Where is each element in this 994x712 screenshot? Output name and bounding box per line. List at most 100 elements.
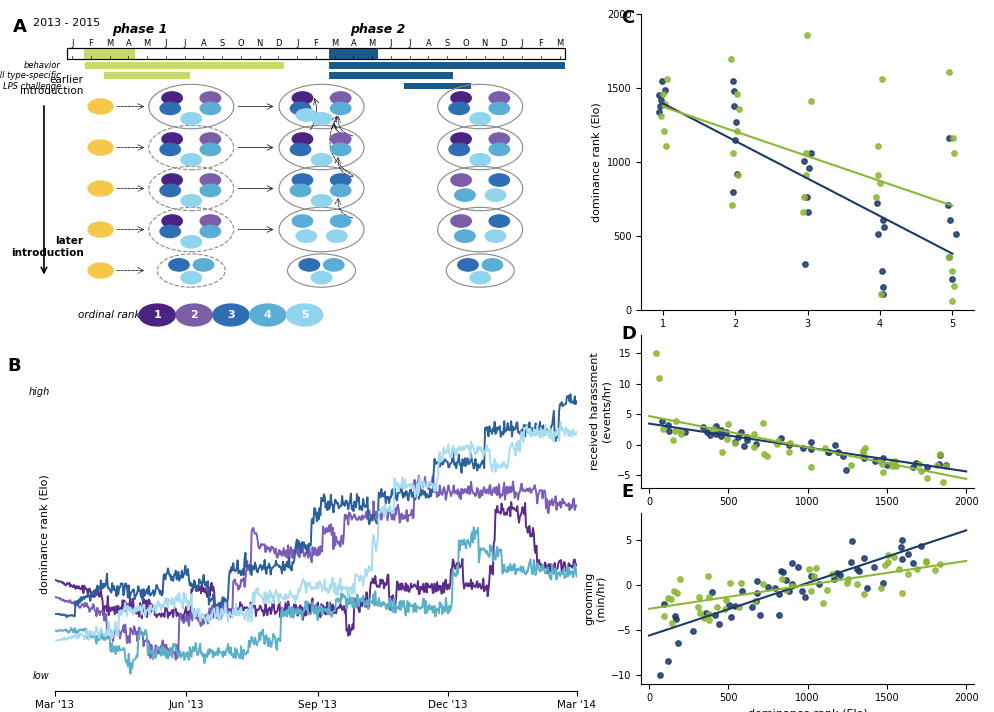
Point — [659, 73, 675, 85]
Point — [656, 598, 672, 609]
Point — [729, 168, 745, 179]
Point — [827, 439, 843, 451]
Point — [943, 266, 959, 277]
Circle shape — [213, 304, 249, 326]
Point — [931, 459, 947, 470]
Point — [802, 444, 818, 455]
Point — [658, 140, 674, 152]
Point — [888, 461, 904, 472]
Point — [808, 562, 824, 573]
Point — [717, 603, 733, 614]
Point — [690, 602, 706, 613]
Point — [932, 450, 948, 461]
Point — [773, 574, 789, 585]
Point — [941, 66, 957, 78]
Point — [912, 540, 928, 552]
Point — [800, 206, 816, 218]
Point — [733, 426, 748, 437]
Circle shape — [292, 92, 313, 104]
Point — [727, 600, 743, 611]
Point — [700, 571, 716, 582]
Text: F: F — [88, 38, 93, 48]
Point — [733, 577, 748, 589]
Circle shape — [451, 133, 471, 145]
Point — [673, 425, 689, 436]
Point — [727, 436, 743, 447]
Point — [720, 433, 736, 444]
Point — [874, 582, 890, 594]
Point — [940, 199, 956, 211]
Text: 3: 3 — [227, 310, 235, 320]
Circle shape — [449, 103, 469, 115]
Circle shape — [200, 215, 221, 227]
Point — [668, 415, 684, 426]
Point — [798, 147, 814, 159]
Point — [803, 571, 819, 582]
Point — [873, 288, 889, 300]
Point — [941, 251, 957, 262]
Point — [909, 564, 924, 575]
Point — [731, 431, 746, 443]
Point — [875, 453, 891, 464]
Point — [811, 579, 827, 590]
Point — [871, 229, 887, 240]
Circle shape — [290, 103, 311, 115]
Point — [685, 626, 701, 637]
Point — [945, 132, 961, 144]
Text: J: J — [165, 38, 167, 48]
Circle shape — [470, 112, 490, 125]
Point — [696, 612, 712, 623]
Circle shape — [489, 215, 510, 227]
Circle shape — [88, 181, 113, 196]
Bar — [104, 73, 191, 79]
Point — [648, 347, 664, 359]
Point — [919, 472, 935, 483]
Circle shape — [330, 184, 351, 197]
Point — [651, 106, 667, 117]
Point — [906, 462, 921, 473]
Y-axis label: received harassment
(events/hr): received harassment (events/hr) — [589, 352, 611, 470]
Circle shape — [176, 304, 212, 326]
Point — [666, 585, 682, 597]
Point — [849, 578, 865, 590]
Text: A: A — [351, 38, 356, 48]
Point — [856, 553, 872, 564]
Point — [891, 563, 907, 575]
Point — [781, 437, 797, 449]
Point — [932, 449, 948, 460]
Bar — [329, 48, 378, 58]
Circle shape — [200, 184, 221, 197]
Point — [868, 192, 884, 203]
Point — [667, 610, 683, 622]
Point — [669, 587, 685, 599]
Point — [748, 439, 764, 450]
Point — [724, 199, 740, 211]
Text: S: S — [444, 38, 449, 48]
Point — [777, 584, 793, 595]
Point — [781, 446, 797, 457]
Point — [727, 134, 743, 145]
Point — [946, 147, 962, 159]
Text: N: N — [481, 38, 488, 48]
Circle shape — [451, 174, 471, 187]
Point — [705, 424, 721, 435]
Point — [727, 438, 743, 449]
Circle shape — [489, 143, 510, 155]
Circle shape — [311, 154, 332, 166]
Point — [677, 426, 693, 438]
Point — [710, 602, 726, 613]
Point — [654, 75, 670, 86]
Point — [943, 273, 959, 284]
Point — [874, 73, 890, 85]
Point — [660, 655, 676, 666]
Text: J: J — [409, 38, 411, 48]
Point — [803, 585, 819, 597]
Circle shape — [296, 230, 316, 242]
Point — [874, 266, 890, 277]
Point — [878, 559, 894, 570]
Text: F: F — [539, 38, 543, 48]
Circle shape — [489, 92, 510, 104]
Point — [798, 169, 814, 181]
Point — [655, 88, 671, 100]
Point — [795, 206, 811, 218]
